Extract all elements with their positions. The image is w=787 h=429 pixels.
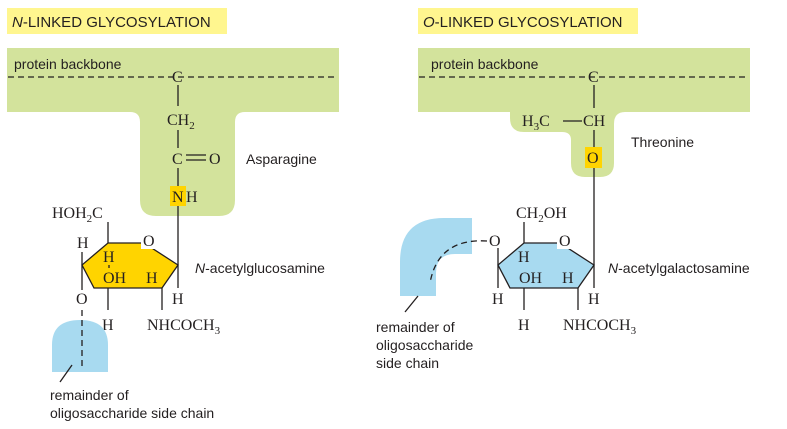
- n-linked-title-rest: -LINKED GLYCOSYLATION: [23, 14, 211, 31]
- n-linked-carbonyl-o: O: [209, 151, 221, 168]
- n-linked-h-lower-left: H: [102, 317, 114, 334]
- o-linked-title-rest: -LINKED GLYCOSYLATION: [435, 14, 623, 31]
- o-linked-galactosamine-ring: [497, 242, 595, 289]
- n-linked-oligo-leader: [59, 364, 73, 383]
- n-linked-panel: N-LINKED GLYCOSYLATION protein backbone …: [7, 8, 339, 421]
- o-linked-h-lower-left: H: [518, 317, 530, 334]
- n-linked-sugar-name: N-acetylglucosamine: [195, 260, 325, 276]
- n-linked-title: N-LINKED GLYCOSYLATION: [12, 14, 211, 31]
- n-linked-linking-nitrogen: N: [172, 189, 184, 206]
- n-linked-backbone-label: protein backbone: [14, 56, 122, 72]
- n-linked-glycosidic-oxygen: O: [76, 291, 88, 308]
- o-linked-linking-oxygen: O: [587, 150, 599, 167]
- n-linked-hoh2c: HOH2C: [52, 205, 103, 225]
- o-linked-remainder-line2: oligosaccharide: [376, 337, 473, 353]
- o-linked-oxygen-highlight: [585, 147, 602, 168]
- o-linked-alpha-carbon: C: [588, 69, 599, 86]
- n-linked-protein-region: [7, 48, 339, 216]
- o-linked-title: O-LINKED GLYCOSYLATION: [423, 14, 623, 31]
- o-linked-h-right: H: [588, 291, 600, 308]
- n-linked-oh-inner: OH: [103, 270, 127, 287]
- n-linked-glucosamine-ring: [81, 242, 179, 289]
- o-linked-remainder-line1: remainder of: [376, 319, 455, 335]
- o-linked-oligo-dashed-link: [429, 240, 488, 284]
- o-linked-oligosaccharide-blob: [400, 218, 472, 296]
- o-linked-protein-region: [418, 48, 750, 177]
- o-linked-remainder-line3: side chain: [376, 355, 439, 371]
- n-linked-remainder-line1: remainder of: [50, 387, 129, 403]
- o-linked-sugar-name: N-acetylgalactosamine: [608, 260, 750, 276]
- o-linked-oh-inner: OH: [519, 270, 543, 287]
- n-linked-ring-oxygen: O: [143, 233, 155, 250]
- n-linked-nitrogen-highlight: [170, 186, 186, 206]
- n-linked-nhcoch3: NHCOCH3: [147, 317, 221, 337]
- n-linked-h-right: H: [172, 291, 184, 308]
- n-linked-amino-acid-label: Asparagine: [246, 151, 317, 167]
- n-linked-carbonyl-c: C: [172, 151, 183, 168]
- o-linked-glycosidic-oxygen: O: [489, 233, 501, 250]
- o-linked-h-inner-left: H: [518, 249, 530, 266]
- o-linked-h3c: H3C: [522, 113, 550, 133]
- o-linked-nhcoch3: NHCOCH3: [563, 317, 637, 337]
- o-linked-backbone-label: protein backbone: [431, 56, 539, 72]
- n-linked-h-inner-right: H: [146, 270, 158, 287]
- n-linked-remainder-line2: oligosaccharide side chain: [50, 405, 214, 421]
- o-linked-h-left: H: [492, 291, 504, 308]
- n-linked-title-prefix: N: [12, 14, 23, 31]
- o-linked-oligo-leader: [404, 295, 419, 313]
- o-linked-ch: CH: [583, 113, 606, 130]
- n-linked-oligosaccharide-blob: [52, 320, 108, 372]
- n-linked-ring-o-bg: [141, 232, 157, 249]
- o-linked-ring-o-bg: [557, 232, 573, 249]
- n-linked-h-inner-left: H: [103, 249, 115, 266]
- o-linked-ch2oh: CH2OH: [516, 205, 567, 225]
- o-linked-h-inner-right: H: [562, 270, 574, 287]
- n-linked-alpha-carbon: C: [172, 69, 183, 86]
- o-linked-title-prefix: O: [423, 14, 435, 31]
- n-linked-ch2: CH2: [167, 112, 195, 132]
- n-linked-nitrogen-h: H: [186, 189, 198, 206]
- o-linked-ring-oxygen: O: [559, 233, 571, 250]
- n-linked-h-upper-left: H: [77, 235, 89, 252]
- n-linked-title-highlight: [7, 8, 227, 34]
- o-linked-panel: O-LINKED GLYCOSYLATION protein backbone …: [376, 8, 750, 371]
- o-linked-amino-acid-label: Threonine: [631, 134, 694, 150]
- o-linked-title-highlight: [418, 8, 638, 34]
